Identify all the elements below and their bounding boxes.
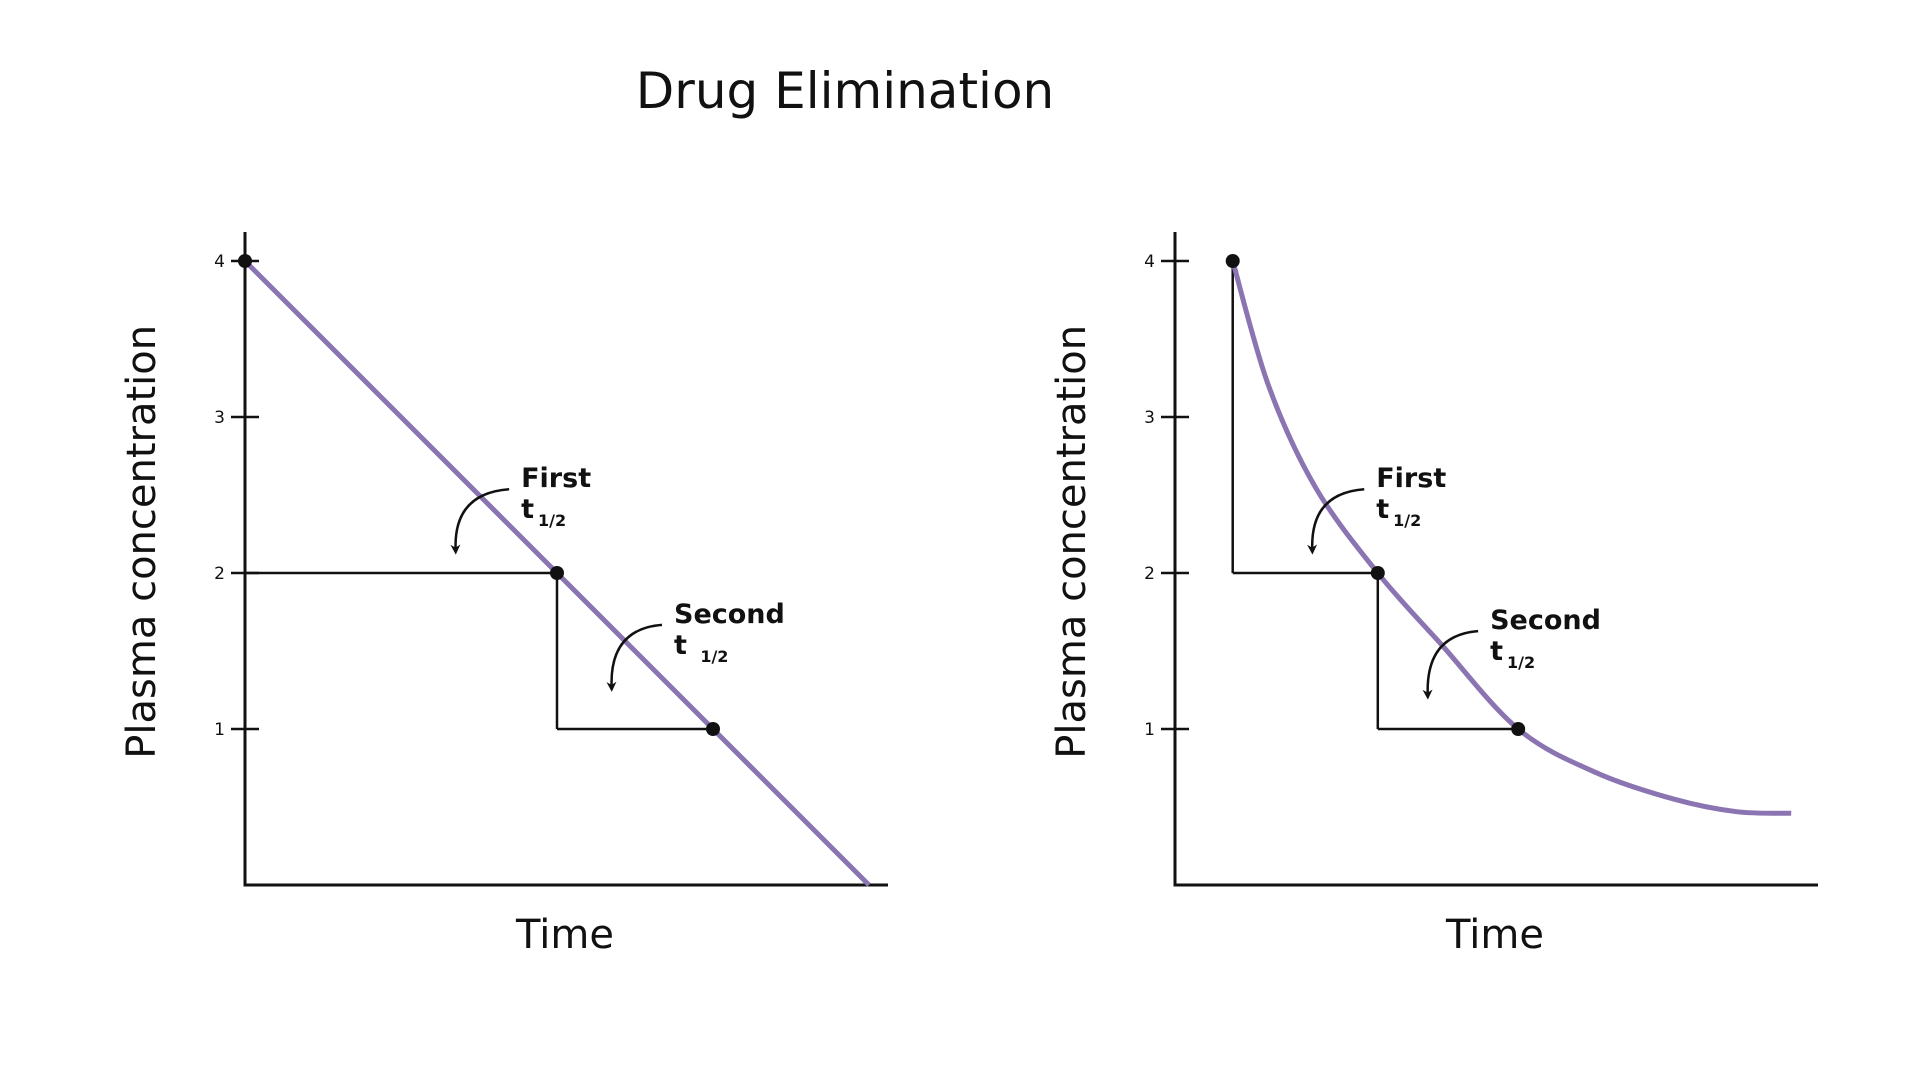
first-half-life-label: First [521,463,591,494]
concentration-curve [1230,260,1792,816]
half-life-symbol: t 1/2 [1376,494,1421,530]
data-point [1370,566,1385,580]
x-axis-label: Time [1445,912,1544,958]
y-tick-label: 3 [214,408,225,428]
annotation-arrow [1307,487,1365,555]
half-life-symbol: t 1/2 [1490,636,1535,672]
y-axis-label: Plasma concentration [1049,325,1095,759]
y-tick-label: 1 [1144,720,1155,740]
annotation-arrow [1422,629,1479,700]
data-point [550,566,564,580]
first-half-life-label: First [1376,463,1446,494]
y-tick-label: 1 [214,720,225,740]
data-point [706,722,720,736]
second-half-life-label: Second [1490,605,1601,636]
data-point [1511,722,1526,736]
data-point [238,254,252,268]
y-axis-label: Plasma concentration [119,325,165,759]
x-axis-label: Time [515,912,614,958]
second-half-life-label: Second [674,599,785,630]
y-tick-label: 3 [1144,408,1155,428]
annotation-arrow [606,623,663,692]
data-point [1225,254,1240,268]
y-tick-label: 4 [214,252,225,272]
figure-title: Drug Elimination [636,62,1054,120]
annotation-arrow [450,487,510,555]
half-life-symbol: t 1/2 [674,630,728,666]
y-tick-label: 2 [1144,564,1155,584]
y-tick-label: 2 [214,564,225,584]
half-life-symbol: t 1/2 [521,494,566,530]
y-tick-label: 4 [1144,252,1155,272]
